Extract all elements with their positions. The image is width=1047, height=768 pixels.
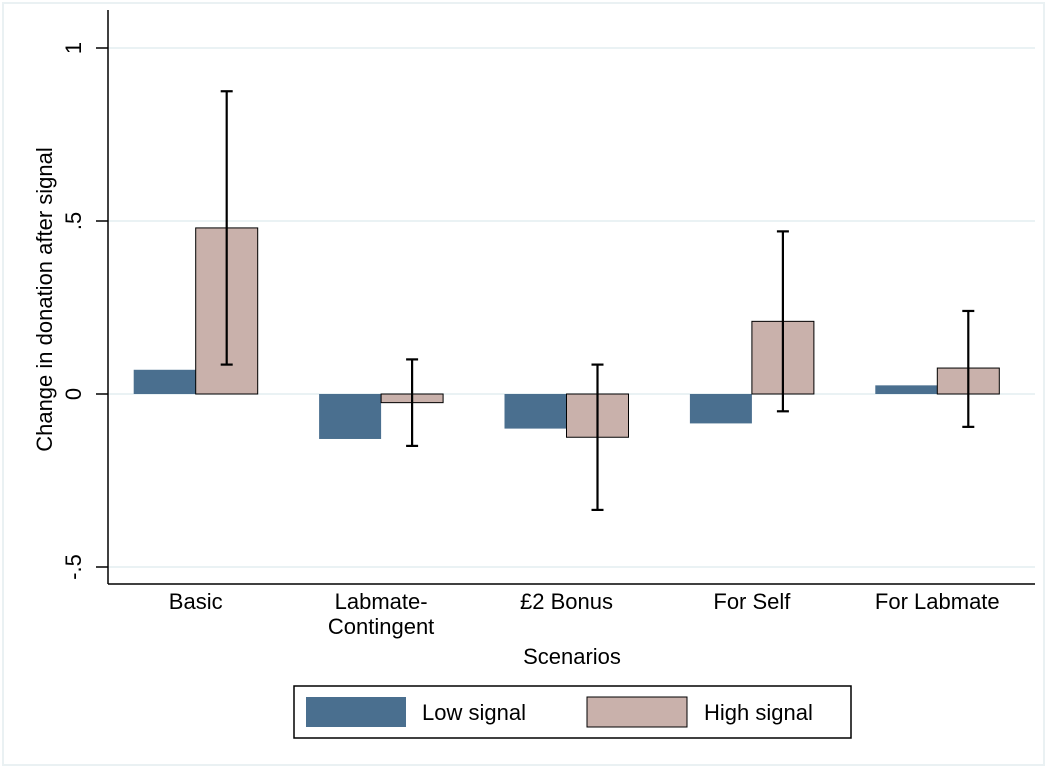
x-tick-label: For Self xyxy=(713,589,791,614)
legend-label: Low signal xyxy=(422,700,526,725)
legend-swatch-low-signal xyxy=(306,697,406,727)
bar-low-signal xyxy=(875,385,938,394)
legend-label: High signal xyxy=(704,700,813,725)
x-axis-title: Scenarios xyxy=(523,644,621,669)
x-tick-label: Labmate- xyxy=(335,589,428,614)
bar-low-signal xyxy=(689,394,752,424)
axes xyxy=(96,10,1035,585)
y-axis-title: Change in donation after signal xyxy=(32,147,57,452)
x-tick-label: Basic xyxy=(169,589,223,614)
bar-low-signal xyxy=(133,369,196,394)
y-tick-label: .5 xyxy=(61,212,86,230)
bar-low-signal xyxy=(319,394,382,439)
bar-low-signal xyxy=(504,394,567,429)
x-tick-label: £2 Bonus xyxy=(520,589,613,614)
legend: Low signal High signal xyxy=(293,685,852,739)
x-tick-label: For Labmate xyxy=(875,589,1000,614)
y-tick-label: 0 xyxy=(61,388,86,400)
y-tick-label: -.5 xyxy=(61,554,86,580)
y-tick-label: 1 xyxy=(61,42,86,54)
x-tick-label: Contingent xyxy=(328,614,434,639)
error-bars xyxy=(220,90,975,512)
labels: -.5 0 .5 1 Basic Labmate-Contingent £2 Bonus Fo… xyxy=(32,42,1000,669)
legend-swatch-high-signal xyxy=(586,696,688,728)
